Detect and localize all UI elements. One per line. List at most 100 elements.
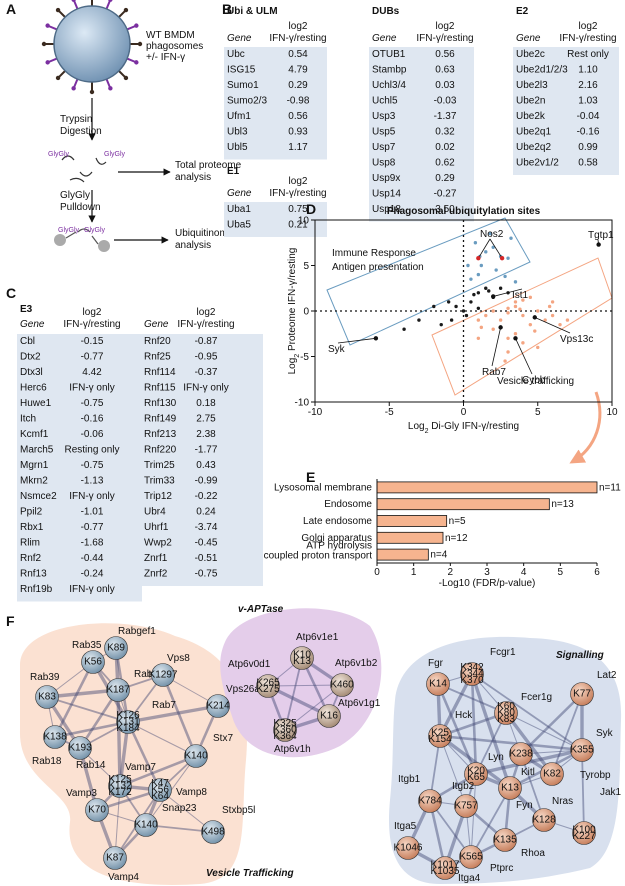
gene-cell: Rlim [20,538,40,549]
network-node [256,674,280,698]
point [503,359,507,363]
labeled-point [499,256,505,261]
glygly-label: GlyGly [84,227,106,234]
network-node [106,678,130,702]
column-header: Gene [227,188,252,199]
labeled-point [491,294,496,299]
network-edge [54,720,129,739]
gene-label: Rab1 [134,669,158,680]
gene-cell: Trip12 [144,491,172,502]
y-tick-label: 10 [298,216,310,227]
network-node [464,762,488,786]
x-tick-label: 2 [448,567,454,578]
caption: WT BMDM [146,30,195,41]
site-label: K56 [84,657,102,668]
network-edge [470,673,512,789]
value-cell: 0.24 [196,507,216,518]
gene-label: Itga4 [458,873,481,884]
spike-tip [71,86,76,91]
panel-letter: D [306,201,316,217]
gene-label: Nras [552,796,573,807]
value-cell: -0.24 [81,569,104,580]
network-node [201,820,225,844]
value-cell: 0.58 [578,158,598,169]
value-cell: 0.75 [288,204,308,215]
point [491,327,495,331]
value-cell: 0.29 [288,80,308,91]
step-label: GlyGly [60,190,90,201]
gene-cell: Wwp2 [144,538,172,549]
gene-cell: Rnf130 [144,398,177,409]
value-cell: 0.43 [196,460,216,471]
gene-label: Fyn [516,800,533,811]
table-title: E2 [516,6,529,17]
point [498,286,503,290]
column-header: log2 [197,307,216,318]
gene-cell: Ube2c [516,49,545,60]
gene-cell: Uchl5 [372,96,398,107]
panel-letter: C [6,285,16,301]
glygly-label: GlyGly [48,151,70,158]
gene-cell: Mgrn1 [20,460,49,471]
gene-label: Stxbp5l [222,805,255,816]
table-background [369,47,474,222]
network-edge [119,754,197,788]
gene-cell: Ube2q2 [516,142,551,153]
gene-label: Vps26a [226,684,260,695]
x-tick-label: 5 [535,407,541,418]
value-cell: -0.99 [195,476,218,487]
point [484,286,488,290]
value-cell: -0.03 [434,96,457,107]
point-label: Rab7 [482,367,506,378]
annotation: Immune Response [332,248,416,259]
axis-label-part: 2 [294,354,301,358]
gene-cell: Ube2v1/2 [516,158,559,169]
network-node [532,808,556,832]
network-node [206,694,230,718]
site-label: K80 [497,708,515,719]
network-edge [437,683,507,714]
axis-label: Log2 Di-Gly IFN-γ/resting [408,421,519,435]
bar [376,548,429,561]
site-label: K565 [459,852,483,863]
point [476,318,481,322]
site-label: K275 [256,684,280,695]
point [521,341,525,345]
site-label: K1017 [431,859,460,870]
spike-tip [123,75,129,81]
table-title: DUBs [372,6,400,17]
link-arrow [569,391,602,464]
point [513,332,518,336]
network-edge [127,704,219,724]
glygly-label: GlyGly [58,227,80,234]
site-label: K214 [206,701,230,712]
value-cell: Rest only [567,49,609,60]
site-label: K65 [467,772,485,783]
network-node [572,821,596,845]
value-cell: -0.75 [195,569,218,580]
value-cell: -0.45 [195,538,218,549]
spike-tip [55,75,61,81]
point [476,272,481,277]
gene-label: Atp6v0d1 [228,659,271,670]
point [461,309,466,313]
gene-label: Itga5 [394,821,417,832]
gene-cell: Rbx1 [20,522,44,533]
bar-annotation: n=5 [449,516,466,527]
leader-line [515,338,533,375]
value-cell: 0.62 [435,158,455,169]
point-label: Vps13c [560,334,593,345]
site-label: K56 [151,785,169,796]
point [506,350,510,354]
gene-label: Snap23 [162,803,197,814]
site-label: K77 [573,689,591,700]
x-tick-label: -5 [385,407,394,418]
gene-label: Rab7 [152,700,176,711]
signalling-blob [388,636,622,884]
network-node [454,794,478,818]
step-label: Trypsin [60,114,92,125]
site-label: K131 [116,717,140,728]
gene-label: Jak1 [600,787,622,798]
spike-tip [134,23,139,28]
point [550,300,555,304]
